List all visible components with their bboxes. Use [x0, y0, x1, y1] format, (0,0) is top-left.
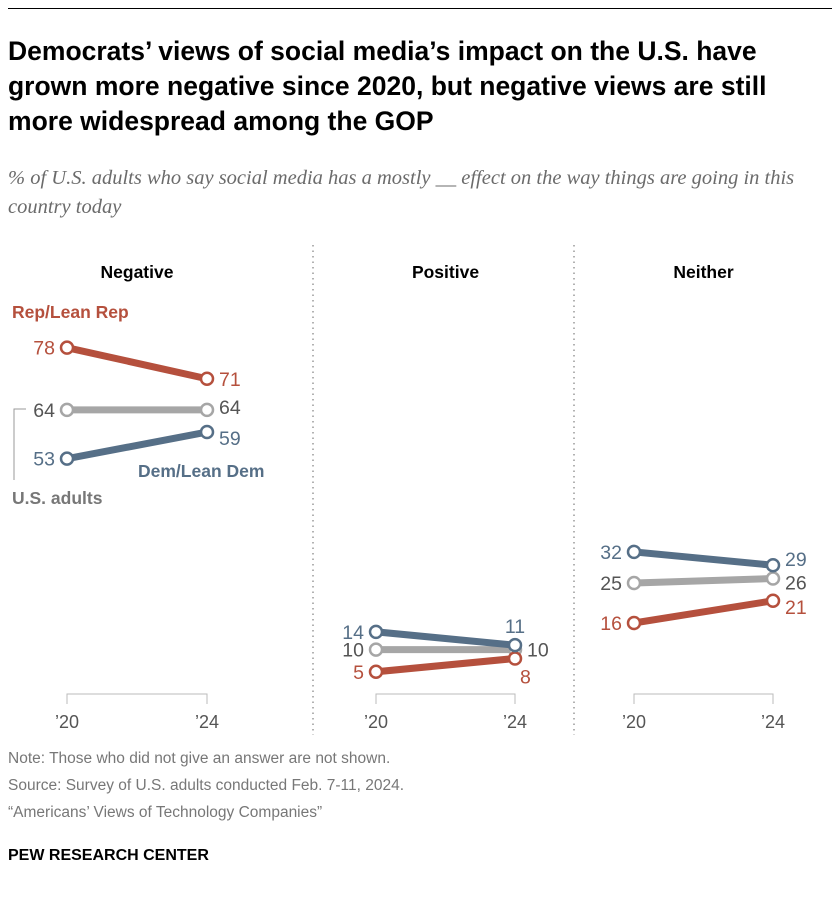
x-tick-label: ’24 — [195, 712, 219, 732]
footer-report: “Americans’ Views of Technology Companie… — [8, 804, 323, 821]
data-label: 25 — [600, 573, 622, 595]
series-line — [375, 628, 516, 649]
data-label: 8 — [520, 666, 531, 688]
x-tick-label: ’20 — [55, 712, 79, 732]
x-axis — [375, 693, 516, 704]
data-label: 14 — [342, 622, 364, 644]
data-point — [199, 424, 215, 440]
data-label: 32 — [600, 542, 622, 564]
data-label: 29 — [785, 549, 807, 571]
data-label: 59 — [219, 428, 241, 450]
legend-all: U.S. adults — [12, 488, 103, 508]
data-label: 64 — [33, 400, 55, 422]
legend-dem: Dem/Lean Dem — [138, 461, 264, 481]
x-axis — [66, 693, 208, 704]
footer-source: Source: Survey of U.S. adults conducted … — [8, 777, 405, 794]
data-point — [59, 402, 75, 418]
data-label: 53 — [33, 449, 55, 471]
data-point — [368, 624, 384, 640]
series-line — [633, 597, 774, 627]
series-line — [633, 575, 774, 587]
data-label: 5 — [353, 662, 364, 684]
data-point — [59, 451, 75, 466]
data-point — [626, 575, 642, 591]
panel-title: Neither — [673, 262, 733, 282]
series-line — [375, 654, 516, 676]
panel-title: Positive — [412, 262, 479, 282]
x-tick-label: ’24 — [503, 712, 527, 732]
data-label: 78 — [33, 338, 55, 360]
footer-note: Note: Those who did not give an answer a… — [8, 750, 391, 767]
legend-rep: Rep/Lean Rep — [12, 302, 129, 322]
data-label: 71 — [219, 369, 241, 391]
data-label: 26 — [785, 573, 807, 595]
x-tick-label: ’24 — [761, 712, 785, 732]
legend-bracket — [13, 408, 26, 480]
panel-title: Negative — [101, 262, 174, 282]
data-label: 10 — [342, 640, 364, 662]
data-point — [507, 637, 523, 653]
data-point — [368, 664, 384, 680]
series-line — [66, 428, 208, 463]
data-point — [199, 402, 215, 418]
x-axis — [633, 693, 774, 704]
x-tick-label: ’20 — [364, 712, 388, 732]
data-point — [765, 593, 781, 609]
data-label: 16 — [600, 613, 622, 635]
data-label: 64 — [219, 397, 241, 419]
brand-logo: PEW RESEARCH CENTER — [8, 847, 209, 864]
data-point — [199, 371, 215, 387]
x-tick-label: ’20 — [622, 712, 646, 732]
chart-subtitle: % of U.S. adults who say social media ha… — [8, 167, 795, 218]
data-label: 11 — [505, 616, 525, 638]
data-point — [626, 544, 642, 560]
series-line — [66, 344, 208, 383]
series-line — [633, 548, 774, 569]
top-rule — [8, 8, 832, 9]
data-point — [59, 340, 75, 355]
data-point — [765, 571, 781, 586]
data-point — [626, 615, 642, 631]
data-label: 10 — [527, 640, 549, 662]
data-point — [765, 557, 781, 573]
data-point — [368, 642, 384, 657]
data-point — [507, 651, 523, 666]
data-label: 21 — [785, 597, 807, 619]
chart-title: Democrats’ views of social media’s impac… — [8, 36, 767, 136]
